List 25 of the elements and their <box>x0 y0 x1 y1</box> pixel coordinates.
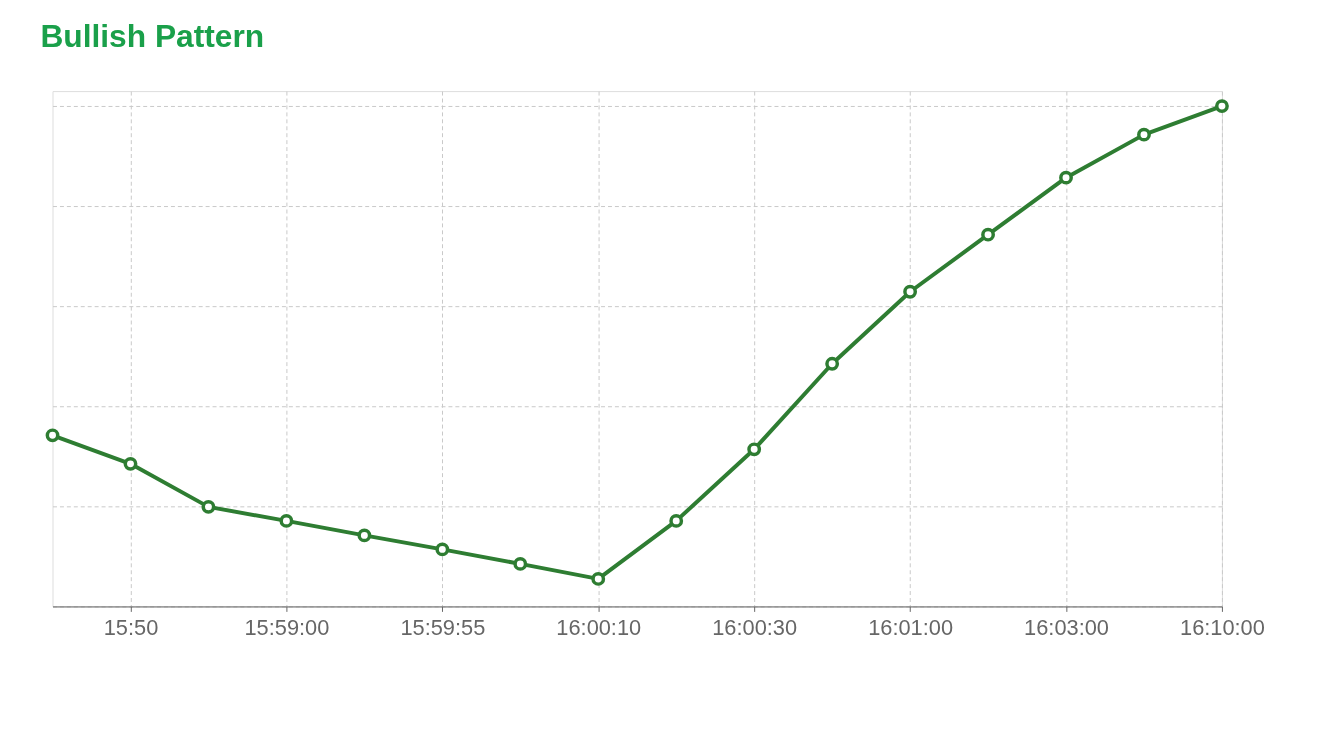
point <box>747 442 762 457</box>
point <box>1059 170 1073 185</box>
chart-title: Bullish Pattern <box>40 17 265 54</box>
x-tick-label: 15:59:00 <box>244 614 330 640</box>
point <box>903 284 918 299</box>
point <box>435 542 450 557</box>
x-tick-label: 15:59:55 <box>400 614 486 640</box>
point <box>201 499 216 514</box>
point <box>825 356 840 371</box>
x-tick-label: 16:10:00 <box>1180 614 1265 640</box>
x-tick-label: 16:00:30 <box>712 614 798 640</box>
x-tick-label: 15:50 <box>103 614 159 640</box>
x-tick-label: 16:03:00 <box>1024 614 1109 640</box>
point <box>45 428 60 443</box>
x-tick-label: 16:01:00 <box>868 614 954 640</box>
x-tick-label: 16:00:10 <box>556 614 642 640</box>
point <box>591 571 606 586</box>
point <box>123 456 138 471</box>
point <box>981 227 995 242</box>
point <box>357 528 372 543</box>
point <box>1215 99 1229 114</box>
point <box>513 556 528 571</box>
point <box>279 513 294 528</box>
point <box>669 513 684 528</box>
point <box>1137 127 1151 142</box>
